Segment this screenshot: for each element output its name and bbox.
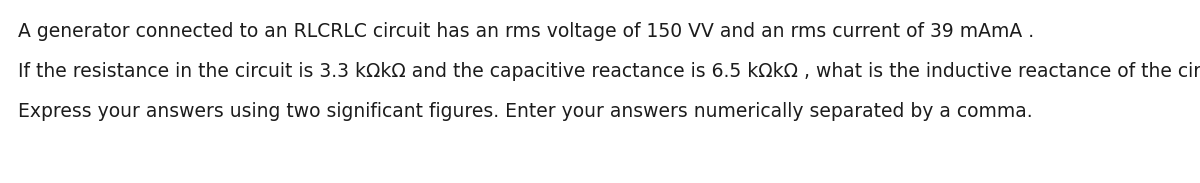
Text: Express your answers using two significant figures. Enter your answers numerical: Express your answers using two significa…	[18, 102, 1033, 121]
Text: A generator connected to an RLCRLC circuit has an rms voltage of 150 VV and an r: A generator connected to an RLCRLC circu…	[18, 22, 1034, 41]
Text: If the resistance in the circuit is 3.3 kΩkΩ and the capacitive reactance is 6.5: If the resistance in the circuit is 3.3 …	[18, 62, 1200, 81]
